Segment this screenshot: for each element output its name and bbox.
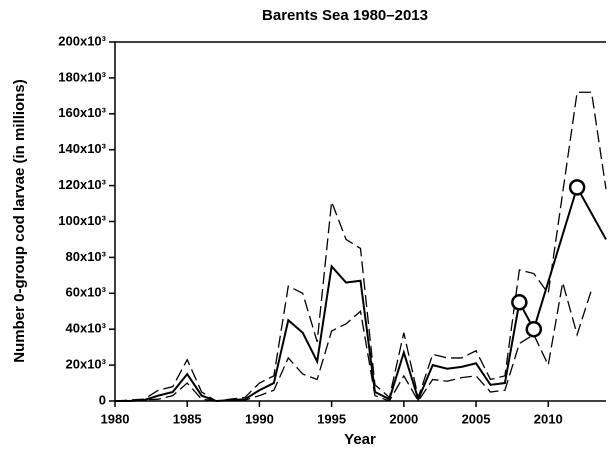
y-tick-label: 180x10³ (58, 69, 106, 84)
x-tick-label: 2000 (389, 411, 418, 426)
series-line (114, 282, 593, 403)
x-tick-label: 1980 (101, 411, 130, 426)
chart-title: Barents Sea 1980–2013 (262, 7, 428, 24)
data-point (511, 294, 528, 311)
data-point (568, 179, 586, 196)
series-line (114, 91, 607, 402)
y-tick-label: 40x10³ (66, 321, 107, 336)
y-tick-label: 60x10³ (66, 285, 107, 300)
x-axis-label: Year (344, 431, 376, 448)
y-tick-label: 0 (99, 392, 106, 407)
x-tick-label: 2005 (462, 411, 491, 426)
series-line (115, 184, 607, 403)
y-tick-label: 140x10³ (58, 141, 106, 156)
data-point (525, 320, 543, 338)
x-tick-label: 1995 (317, 411, 346, 426)
y-tick-label: 20x10³ (66, 357, 107, 372)
y-tick-label: 160x10³ (58, 105, 106, 120)
x-tick-label: 2010 (534, 411, 563, 426)
x-tick-label: 1990 (245, 411, 274, 426)
y-tick-label: 120x10³ (58, 177, 106, 192)
y-tick-label: 80x10³ (66, 249, 107, 264)
axes-frame (114, 41, 606, 402)
y-tick-label: 100x10³ (58, 213, 106, 228)
x-tick-label: 1985 (173, 411, 202, 426)
y-axis-label: Number 0-group cod larvae (in millions) (11, 79, 28, 362)
y-tick-label: 200x10³ (58, 33, 106, 48)
